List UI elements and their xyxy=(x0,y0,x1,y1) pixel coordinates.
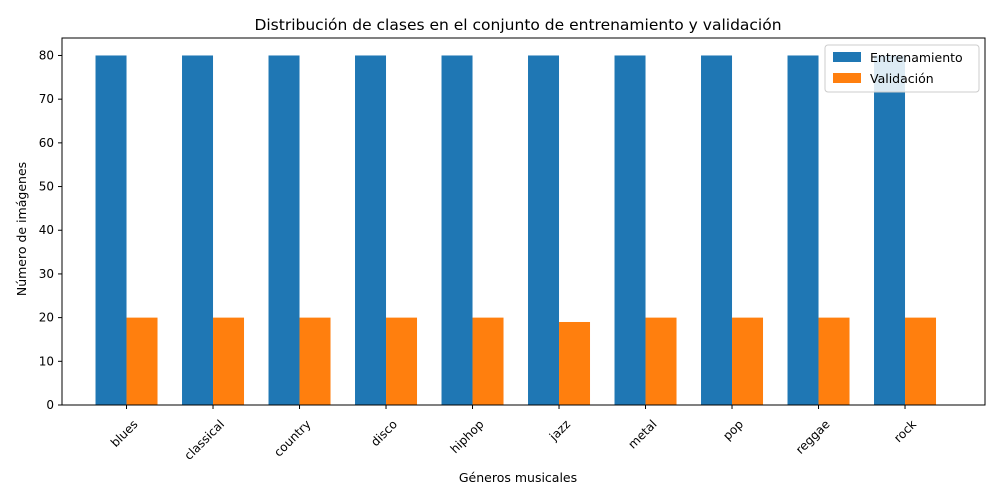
y-tick-label: 30 xyxy=(39,267,54,281)
y-tick-label: 70 xyxy=(39,92,54,106)
chart-title: Distribución de clases en el conjunto de… xyxy=(254,16,781,34)
bar-val-reggae xyxy=(818,317,850,405)
bar-val-hiphop xyxy=(472,317,504,405)
y-tick-label: 20 xyxy=(39,311,54,325)
bar-val-country xyxy=(299,317,331,405)
bar-train-disco xyxy=(355,55,387,405)
y-tick-label: 60 xyxy=(39,136,54,150)
legend-label: Validación xyxy=(870,71,934,86)
x-tick-label: rock xyxy=(891,417,919,445)
bar-val-jazz xyxy=(559,321,591,405)
bar-train-pop xyxy=(701,55,733,405)
bar-train-reggae xyxy=(787,55,819,405)
y-axis: 0 10 20 30 40 50 60 70 80 xyxy=(39,48,62,412)
plot-frame xyxy=(61,37,986,406)
legend-swatch xyxy=(833,73,861,83)
bar-val-disco xyxy=(386,317,418,405)
legend-box xyxy=(824,44,980,93)
bar-train-country xyxy=(268,55,300,405)
y-tick-label: 0 xyxy=(46,398,54,412)
bar-val-blues xyxy=(126,317,158,405)
y-tick-label: 40 xyxy=(39,223,54,237)
bar-val-pop xyxy=(732,317,764,405)
x-tick-label: pop xyxy=(720,417,746,443)
bar-val-rock xyxy=(905,317,937,405)
y-tick-label: 80 xyxy=(39,48,54,62)
bar-train-hiphop xyxy=(441,55,473,405)
bar-train-classical xyxy=(182,55,214,405)
x-tick-label: reggae xyxy=(793,417,833,457)
x-tick-label: classical xyxy=(182,417,228,463)
y-tick-label: 10 xyxy=(39,354,54,368)
plot-area xyxy=(61,37,986,406)
legend-swatch xyxy=(833,52,861,62)
x-tick-label: hiphop xyxy=(448,417,487,456)
x-tick-label: jazz xyxy=(546,417,573,444)
legend: Entrenamiento Validación xyxy=(824,44,980,93)
bar-train-jazz xyxy=(528,55,560,405)
y-tick-label: 50 xyxy=(39,180,54,194)
x-axis-label: Géneros musicales xyxy=(459,470,577,485)
x-tick-label: metal xyxy=(625,417,659,451)
x-tick-label: country xyxy=(271,417,313,459)
legend-label: Entrenamiento xyxy=(870,50,963,65)
bar-val-metal xyxy=(645,317,677,405)
bar-train-metal xyxy=(614,55,646,405)
x-tick-label: blues xyxy=(108,417,141,450)
x-tick-label: disco xyxy=(368,417,400,449)
bar-train-rock xyxy=(874,55,906,405)
x-axis: blues classical country disco hiphop jazz meta… xyxy=(108,405,919,463)
y-axis-label: Número de imágenes xyxy=(14,162,29,296)
bar-train-blues xyxy=(95,55,127,405)
bar-val-classical xyxy=(213,317,245,405)
